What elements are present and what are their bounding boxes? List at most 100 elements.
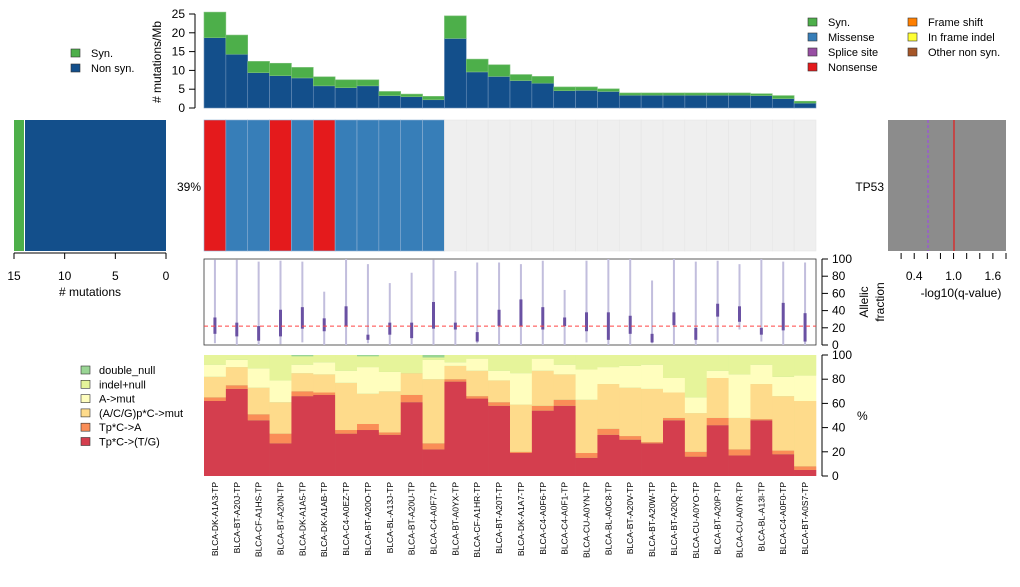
sample-label: BLCA-BT-A20J-TP (232, 482, 242, 554)
mutation-rate-bar-syn (509, 74, 533, 81)
mutation-spectrum-segment (204, 397, 227, 401)
sample-label: BLCA-DK-A1A3-TP (210, 482, 220, 556)
x-tick-label: 10 (58, 269, 72, 283)
oncoprint-cell-missense (422, 119, 445, 252)
mutation-spectrum-segment (335, 430, 358, 434)
mutation-spectrum-segment (641, 443, 664, 476)
mutation-spectrum-segment (706, 425, 729, 476)
gene-count-bar-non-syn (25, 120, 166, 251)
mutation-spectrum-segment (357, 356, 380, 368)
mutation-spectrum-segment (531, 355, 555, 359)
mutation-spectrum-segment (684, 397, 708, 414)
mutation-rate-bar-non-syn (640, 94, 664, 109)
mutation-spectrum-segment (444, 362, 467, 366)
oncoprint-cell-empty (706, 119, 729, 252)
mutation-spectrum-y-ticks: 0 20 40 60 80 100 (822, 348, 852, 483)
mutation-rate-bar-non-syn (597, 91, 620, 109)
mutation-spectrum-segment (269, 402, 292, 434)
mutation-spectrum-segment (575, 453, 598, 458)
sample-labels: BLCA-DK-A1A3-TP BLCA-BT-A20J-TP BLCA-CF-A1… (210, 482, 810, 559)
mutation-rate-bar-syn (356, 79, 380, 87)
mutation-rate-bar-non-syn (400, 96, 423, 109)
oncoprint-cell-empty (597, 119, 620, 252)
mutation-spectrum-segment (575, 355, 598, 370)
oncoprint-cell-empty (465, 119, 489, 252)
y-tick-label: 15 (172, 45, 186, 59)
mutation-rate-bar-syn (793, 100, 817, 104)
y-tick-label: 0 (832, 469, 839, 483)
mutation-spectrum-segment (313, 355, 336, 363)
mutation-rate-bar-syn (750, 93, 773, 96)
legend-swatch (807, 32, 818, 42)
mutation-spectrum-segment (225, 367, 249, 386)
mutation-spectrum-segment (444, 381, 467, 476)
sample-label: BLCA-C4-A0F1-TP (560, 482, 570, 555)
y-tick-label: 80 (832, 372, 846, 386)
mutation-spectrum-segment (204, 376, 227, 398)
mutation-spectrum-segment (466, 355, 489, 359)
mutation-spectrum-segment (378, 434, 402, 476)
sample-label: BLCA-BT-A20O-TP (363, 482, 373, 556)
mutation-spectrum-segment (291, 356, 314, 365)
sample-label: BLCA-BT-A0S7-TP (800, 482, 810, 555)
mutation-rate-bar-non-syn (793, 102, 817, 109)
mutation-spectrum-segment (772, 450, 795, 455)
oncoprint-cell-missense (378, 119, 402, 252)
mutation-rate-bar-non-syn (531, 82, 555, 109)
mutation-spectrum-segment (553, 355, 576, 365)
allelic-fraction-frame (203, 258, 817, 346)
mutation-spectrum-segment (531, 358, 555, 371)
mutation-rate-bar-non-syn (706, 94, 729, 109)
mutation-spectrum-segment (772, 355, 795, 377)
mutation-spectrum-segment (291, 364, 314, 374)
sample-label: BLCA-DK-A1A7-TP (516, 482, 526, 556)
legend-swatch-syn (70, 48, 81, 58)
allelic-fraction-chart: 0 20 40 60 80 100 Allelic fraction (203, 252, 887, 352)
mutation-rate-bar-syn (575, 86, 598, 91)
legend-swatch (907, 32, 918, 42)
mutation-spectrum-segment (225, 385, 249, 389)
mutation-spectrum-segment (225, 359, 249, 368)
mutation-spectrum-segment (378, 355, 402, 372)
legend-label: Syn. (828, 17, 850, 29)
oncoprint-cell-empty (487, 119, 511, 252)
legend-label: indel+null (99, 379, 146, 391)
mutation-spectrum-segment (488, 402, 511, 406)
mutation-spectrum-segment (706, 377, 729, 418)
mutation-rate-bar-non-syn (312, 85, 336, 109)
oncoprint-cell-empty (553, 119, 576, 252)
mutation-rate-y-label: # mutations/Mb (150, 21, 164, 103)
mutation-spectrum-segment (531, 410, 555, 476)
legend-swatch (80, 408, 91, 418)
y-tick-label: 60 (832, 396, 846, 410)
mutation-rate-bar-non-syn (225, 53, 249, 109)
gene-percent-label: 39% (177, 180, 201, 194)
mutation-spectrum-segment (225, 388, 249, 476)
sample-label: BLCA-BT-A20N-TP (276, 482, 286, 556)
mutation-spectrum-segment (357, 430, 380, 476)
legend-label: (A/C/G)p*C->mut (99, 408, 183, 420)
mutation-spectrum-segment (291, 396, 314, 476)
mutation-spectrum-segment (794, 355, 817, 376)
mutation-rate-bar-syn (684, 92, 708, 96)
mutation-spectrum-segment (466, 398, 489, 476)
mutation-rate-bar-syn (378, 91, 402, 96)
mutation-spectrum-segment (422, 359, 445, 380)
mutation-rate-bar-syn (618, 92, 642, 96)
mutation-rate-bar-non-syn (291, 77, 314, 109)
legend-label: A->mut (99, 394, 135, 406)
allelic-fraction-marks (204, 259, 816, 345)
y-tick-label: 80 (832, 269, 846, 283)
oncoprint-cell-empty (684, 119, 708, 252)
mutation-rate-bar-syn (662, 92, 686, 96)
oncoprint-cell-missense (334, 119, 358, 252)
mutation-spectrum-legend: double_null indel+null A->mut (A/C/G)p*C->m… (80, 365, 183, 449)
mutation-spectrum-segment (488, 405, 511, 476)
mutation-spectrum-segment (531, 405, 555, 411)
mutation-spectrum-segment (641, 355, 664, 365)
sample-label: BLCA-CU-A0YN-TP (582, 482, 592, 558)
oncoprint-cell-empty (771, 119, 795, 252)
mutation-rate-bar-non-syn (728, 94, 751, 109)
mutation-spectrum-segment (750, 420, 773, 476)
y-tick-label: 0 (178, 101, 185, 115)
